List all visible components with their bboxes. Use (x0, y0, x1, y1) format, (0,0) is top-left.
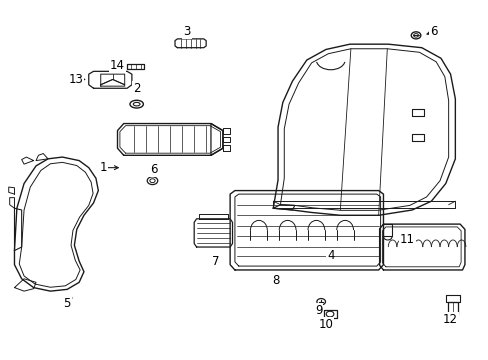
Text: 14: 14 (110, 59, 125, 72)
Text: 11: 11 (399, 234, 414, 247)
Text: 1: 1 (99, 161, 107, 174)
Text: 4: 4 (326, 249, 334, 262)
Text: 8: 8 (271, 274, 279, 287)
Text: 2: 2 (133, 82, 140, 95)
Text: 3: 3 (183, 25, 190, 38)
Text: 13: 13 (68, 73, 83, 86)
Text: 6: 6 (429, 25, 437, 38)
Text: 9: 9 (314, 304, 322, 317)
Text: 6: 6 (149, 163, 157, 176)
Text: 7: 7 (212, 255, 219, 267)
Text: 5: 5 (63, 297, 71, 310)
Text: 10: 10 (318, 318, 333, 331)
Text: 12: 12 (442, 313, 457, 326)
